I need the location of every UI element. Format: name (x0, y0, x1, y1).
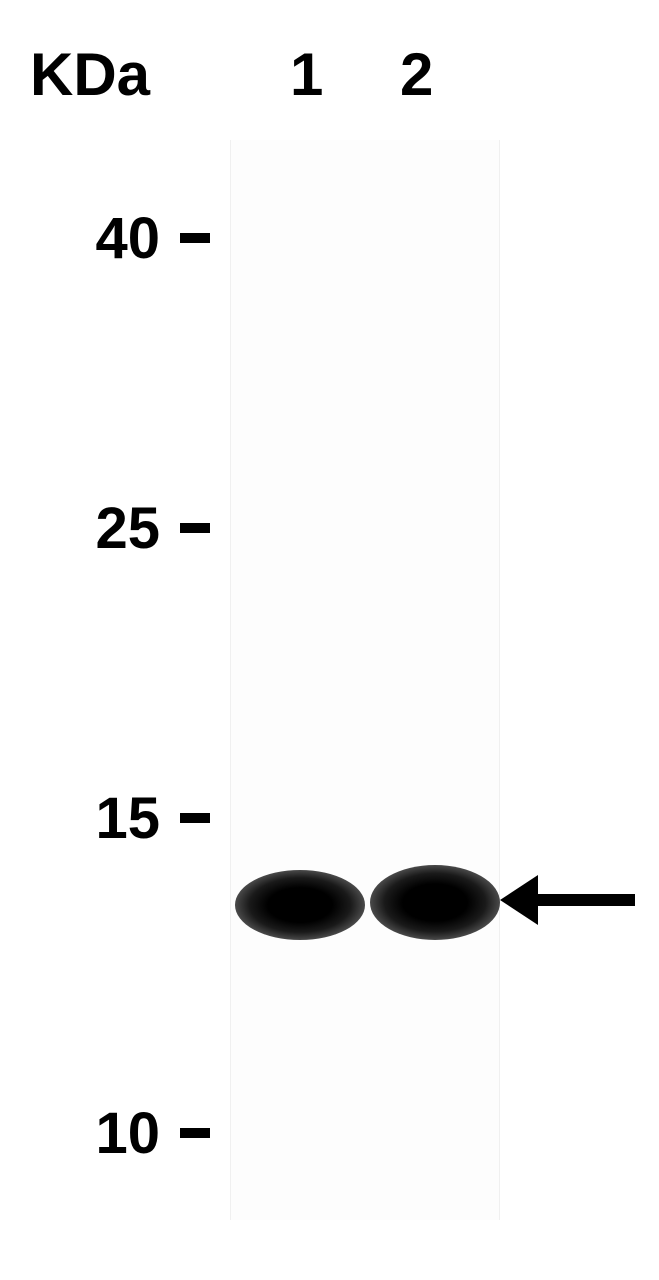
lane-1-label: 1 (290, 40, 323, 109)
marker-label-40: 40 (40, 205, 160, 272)
arrow-line (530, 894, 635, 906)
marker-label-25: 25 (40, 495, 160, 562)
blot-membrane (230, 140, 500, 1220)
marker-tick-10 (180, 1128, 210, 1138)
lane-2-label: 2 (400, 40, 433, 109)
blot-figure: KDa 1 2 40 25 15 10 (0, 0, 659, 1280)
marker-label-15: 15 (40, 785, 160, 852)
marker-label-10: 10 (40, 1100, 160, 1167)
marker-tick-15 (180, 813, 210, 823)
unit-label: KDa (30, 40, 150, 109)
protein-band-lane-2 (370, 865, 500, 940)
protein-band-lane-1 (235, 870, 365, 940)
marker-tick-40 (180, 233, 210, 243)
marker-tick-25 (180, 523, 210, 533)
